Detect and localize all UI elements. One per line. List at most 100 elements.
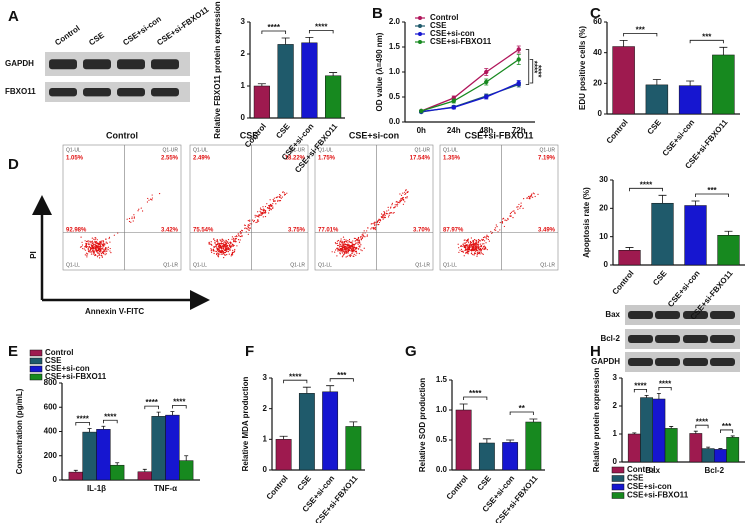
legend-marker <box>418 16 422 20</box>
flow-dot <box>363 230 365 232</box>
legend-label: CSE+si-FBXO11 <box>627 491 689 500</box>
panel-label: B <box>372 5 383 22</box>
flow-dot <box>338 244 340 247</box>
flow-dot <box>527 197 529 199</box>
flow-dot <box>460 245 462 248</box>
flow-dot <box>387 213 389 215</box>
flow-dot <box>231 243 234 245</box>
flow-dot <box>249 227 252 229</box>
flow-dot <box>402 203 404 205</box>
flow-dot <box>490 230 492 233</box>
flow-dot <box>225 239 227 241</box>
flow-dot <box>256 220 259 222</box>
error-bar <box>73 469 78 473</box>
panel-label: F <box>245 343 254 360</box>
flow-dot <box>210 241 212 243</box>
flow-dot <box>399 200 401 203</box>
flow-dot <box>485 237 487 239</box>
sig-label: *** <box>707 186 717 195</box>
error-bar <box>115 462 120 466</box>
flow-dot <box>240 233 242 235</box>
flow-dot <box>355 248 357 250</box>
blot-band <box>710 311 735 319</box>
flow-dot <box>473 254 475 256</box>
flow-dot <box>87 247 89 250</box>
quadrant-name: Q1-UL <box>66 147 81 153</box>
flow-dot <box>91 250 93 252</box>
error-bar <box>257 83 266 86</box>
sig-bracket <box>720 429 734 433</box>
y-tick-label: 60 <box>593 17 602 26</box>
flow-dot <box>86 243 88 245</box>
flow-dot <box>401 197 403 200</box>
y-tick-label: 1 <box>613 429 618 438</box>
flow-dot <box>113 234 115 236</box>
flow-dot <box>522 207 524 209</box>
flow-dot <box>213 246 215 248</box>
y-tick-label: 40 <box>593 48 602 57</box>
blot-band <box>151 88 179 97</box>
error-bar <box>101 425 106 430</box>
quadrant-percent: 3.49% <box>538 228 556 234</box>
x-tick-label: CSE <box>646 117 664 136</box>
flow-dot <box>232 237 235 239</box>
flow-dot <box>350 248 353 250</box>
flow-dot <box>475 241 477 243</box>
flow-dot <box>382 217 384 219</box>
flow-dot <box>348 245 350 247</box>
flow-dot <box>355 237 357 240</box>
flow-dot <box>343 254 345 256</box>
flow-dot <box>529 196 531 199</box>
quadrant-name: Q1-LL <box>443 262 457 268</box>
y-axis-label: Relative FBXO11 protein expression <box>213 1 222 138</box>
flow-dot <box>105 248 107 250</box>
flow-dot <box>344 248 346 250</box>
legend-swatch <box>611 466 625 474</box>
flow-dot <box>147 197 149 200</box>
flow-dot <box>462 250 464 252</box>
flow-dot <box>474 243 476 245</box>
flow-dot <box>366 235 368 237</box>
quadrant-percent: 75.54% <box>193 228 214 234</box>
flow-dot <box>366 234 368 236</box>
flow-dot <box>378 219 380 221</box>
flow-dot <box>85 243 87 245</box>
flow-dot <box>101 256 103 258</box>
flow-dot <box>379 220 382 222</box>
flow-dot <box>404 197 407 199</box>
bar <box>165 414 180 481</box>
flow-dot <box>264 205 267 208</box>
flow-dot <box>341 256 343 258</box>
flow-dot <box>478 252 480 255</box>
flow-dot <box>277 200 279 202</box>
bar <box>678 85 702 115</box>
flow-dot <box>499 229 501 231</box>
flow-dot <box>246 227 248 229</box>
flow-dot <box>109 247 111 250</box>
y-tick-label: 0 <box>613 457 618 466</box>
flow-y-label: PI <box>29 251 38 259</box>
bar <box>110 464 125 481</box>
flow-dot <box>102 241 105 243</box>
flow-dot <box>359 242 361 244</box>
y-tick-label: 0 <box>263 465 268 474</box>
flow-dot <box>473 249 475 251</box>
flow-dot <box>383 210 385 213</box>
blot-row-label: Bcl-2 <box>600 334 620 343</box>
flow-dot <box>91 240 93 242</box>
flow-dot <box>92 241 94 243</box>
flow-dot <box>216 249 219 251</box>
quadrant-name: Q1-UL <box>318 147 333 153</box>
sig-label: **** <box>530 61 539 74</box>
error-bar <box>691 200 700 206</box>
flow-dot <box>354 246 356 249</box>
flow-dot <box>380 213 383 215</box>
error-bar <box>87 428 92 433</box>
flow-dot <box>280 197 282 199</box>
flow-dot <box>262 209 264 212</box>
quadrant-name: Q1-UR <box>162 147 178 153</box>
flow-dot <box>343 251 345 253</box>
blot-strip <box>625 352 740 372</box>
flow-dot <box>130 221 132 223</box>
bar <box>618 250 641 266</box>
